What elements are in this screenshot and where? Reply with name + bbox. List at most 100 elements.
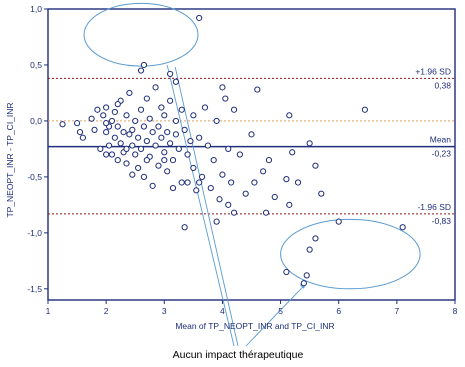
y-tick-label: 0,0 bbox=[30, 116, 42, 126]
data-point bbox=[161, 149, 168, 156]
data-point bbox=[248, 131, 255, 138]
data-point bbox=[135, 164, 142, 172]
plot-border bbox=[47, 8, 456, 301]
data-point bbox=[129, 171, 136, 178]
y-tick-label: -1,5 bbox=[27, 284, 42, 294]
data-point bbox=[175, 145, 182, 153]
data-point bbox=[167, 97, 174, 104]
annotation-text: Aucun impact thérapeutique bbox=[173, 349, 304, 361]
annotation-layer: Aucun impact thérapeutique bbox=[173, 349, 304, 361]
data-point bbox=[312, 162, 319, 169]
data-point bbox=[155, 162, 162, 169]
data-point bbox=[123, 145, 130, 153]
data-point bbox=[105, 142, 113, 149]
data-point bbox=[216, 196, 223, 203]
data-point bbox=[228, 179, 235, 186]
data-point bbox=[219, 84, 226, 91]
data-point bbox=[103, 120, 110, 127]
data-point bbox=[143, 156, 150, 164]
data-point bbox=[126, 89, 133, 97]
data-point bbox=[158, 104, 165, 111]
data-point bbox=[161, 112, 168, 119]
data-point bbox=[167, 70, 174, 78]
data-point bbox=[306, 140, 313, 147]
data-point bbox=[318, 190, 325, 197]
data-point bbox=[100, 112, 107, 119]
x-axis-label: Mean of TP_NEOPT_INR and TP_CI_INR bbox=[175, 321, 334, 331]
data-point bbox=[103, 151, 110, 158]
data-point bbox=[184, 179, 191, 186]
data-point bbox=[137, 106, 145, 113]
y-axis-label: TP_NEOPT_INR - TP_CI_INR bbox=[5, 102, 15, 217]
data-point bbox=[210, 156, 217, 164]
data-point bbox=[260, 168, 267, 175]
data-point bbox=[172, 131, 180, 138]
data-point bbox=[149, 129, 156, 136]
x-tick-label: 8 bbox=[453, 306, 458, 316]
data-point bbox=[117, 140, 124, 147]
data-point bbox=[196, 179, 203, 186]
data-point bbox=[225, 145, 232, 153]
data-point bbox=[300, 280, 307, 287]
x-tick-label: 7 bbox=[394, 306, 399, 316]
data-point bbox=[198, 173, 206, 180]
x-tick-label: 6 bbox=[336, 306, 341, 316]
data-point bbox=[132, 117, 139, 125]
data-point bbox=[79, 134, 86, 141]
data-point bbox=[178, 106, 185, 113]
data-point bbox=[108, 151, 116, 158]
data-point bbox=[169, 156, 177, 164]
data-point bbox=[193, 187, 200, 194]
reference-lines: +1.96 SD 0,38 Mean -0,23 -1.96 SD -0,83 bbox=[48, 66, 455, 226]
y-tick-label: -0,5 bbox=[27, 172, 42, 182]
data-point bbox=[283, 176, 290, 183]
annotation-ellipse bbox=[280, 218, 421, 290]
data-point bbox=[76, 129, 84, 136]
data-point bbox=[262, 209, 270, 216]
data-point bbox=[91, 126, 98, 133]
data-point bbox=[207, 184, 214, 192]
ref-label-mean: Mean bbox=[430, 135, 452, 145]
data-point bbox=[126, 131, 133, 138]
data-point bbox=[204, 142, 211, 149]
data-point bbox=[219, 171, 226, 178]
data-point bbox=[190, 112, 197, 119]
ref-label-lower-loa: -1.96 SD bbox=[417, 202, 451, 212]
y-tick-label: 0,5 bbox=[30, 60, 42, 70]
ref-value-mean: -0,23 bbox=[432, 149, 452, 159]
data-point bbox=[161, 156, 168, 164]
data-point bbox=[190, 164, 197, 172]
data-point bbox=[213, 117, 220, 125]
data-point bbox=[225, 201, 232, 208]
y-tick-label: -1,0 bbox=[27, 228, 42, 238]
data-point bbox=[108, 117, 116, 125]
data-point bbox=[178, 179, 185, 186]
data-point bbox=[254, 86, 261, 93]
x-tick-label: 3 bbox=[162, 306, 167, 316]
plot-frame bbox=[47, 8, 456, 301]
data-point bbox=[181, 126, 188, 133]
data-point bbox=[114, 123, 121, 130]
data-point bbox=[306, 246, 313, 253]
annotation-ellipse bbox=[83, 2, 199, 67]
data-point bbox=[164, 129, 171, 136]
data-point bbox=[129, 126, 136, 133]
data-point bbox=[114, 101, 121, 108]
x-tick-label: 4 bbox=[220, 306, 225, 316]
ref-value-lower-loa: -0,83 bbox=[432, 216, 452, 226]
data-point bbox=[146, 115, 153, 122]
data-point bbox=[132, 151, 139, 158]
x-tick-label: 5 bbox=[278, 306, 283, 316]
data-point bbox=[137, 67, 145, 74]
data-point bbox=[236, 151, 243, 158]
data-point bbox=[399, 224, 406, 231]
data-point bbox=[94, 106, 101, 113]
data-point bbox=[103, 104, 110, 111]
data-point bbox=[114, 156, 121, 164]
data-point bbox=[265, 156, 273, 164]
data-point bbox=[155, 123, 162, 130]
data-point bbox=[230, 106, 238, 113]
data-point bbox=[230, 209, 238, 216]
data-point bbox=[152, 142, 159, 149]
